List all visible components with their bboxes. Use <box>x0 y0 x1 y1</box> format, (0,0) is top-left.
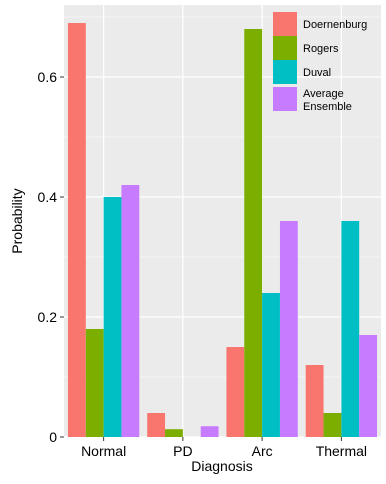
legend-key <box>273 87 297 111</box>
x-axis-title: Diagnosis <box>191 458 252 474</box>
legend: Doernenburg Rogers Duval Average Ensemble <box>273 12 367 113</box>
y-tick-label: 0.4 <box>38 189 58 205</box>
y-axis-title: Probability <box>9 188 25 253</box>
y-tick-label: 0.2 <box>38 309 58 325</box>
x-axis: Normal PD Arc Thermal <box>81 437 367 459</box>
bars <box>67 23 378 437</box>
bar <box>279 221 298 437</box>
bar <box>67 23 86 437</box>
bar <box>359 335 378 437</box>
x-tick-label: PD <box>173 443 192 459</box>
bar <box>226 347 245 437</box>
legend-label: Duval <box>303 67 331 79</box>
y-axis: 0 0.2 0.4 0.6 <box>38 69 64 445</box>
bar <box>103 197 122 437</box>
y-tick-label: 0 <box>49 429 57 445</box>
legend-label: Doernenburg <box>303 19 367 31</box>
legend-label: Average Ensemble <box>303 88 352 113</box>
legend-key <box>273 36 297 60</box>
x-tick-label: Arc <box>252 443 273 459</box>
bar <box>85 329 104 437</box>
bar <box>244 29 263 437</box>
legend-label: Rogers <box>303 43 339 55</box>
bar <box>147 413 166 437</box>
bar <box>262 293 280 437</box>
bar <box>121 185 140 437</box>
x-tick-label: Thermal <box>316 443 367 459</box>
bar <box>341 221 360 437</box>
bar <box>200 426 219 437</box>
bar <box>323 413 342 437</box>
y-tick-label: 0.6 <box>38 69 58 85</box>
bar <box>165 429 183 437</box>
x-tick-label: Normal <box>81 443 126 459</box>
legend-key <box>273 60 297 84</box>
bar <box>305 365 324 437</box>
legend-key <box>273 12 297 36</box>
